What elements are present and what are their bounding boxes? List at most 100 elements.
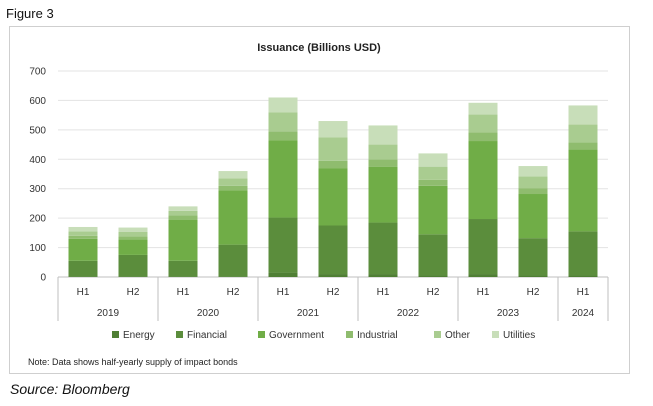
bar-segment-industrial bbox=[218, 185, 248, 191]
bar-segment-utilities bbox=[68, 226, 98, 232]
legend-swatch bbox=[434, 331, 441, 338]
x-group-label: 2021 bbox=[297, 308, 320, 319]
x-tick-label: H2 bbox=[527, 287, 540, 298]
bar-segment-other bbox=[318, 137, 348, 161]
bar-segment-industrial bbox=[68, 235, 98, 239]
bar-segment-other bbox=[118, 231, 148, 237]
bar-segment-other bbox=[168, 210, 198, 216]
bar-segment-industrial bbox=[468, 132, 498, 142]
bar-segment-industrial bbox=[568, 142, 598, 150]
y-tick-label: 700 bbox=[29, 67, 46, 78]
bar-segment-utilities bbox=[268, 97, 298, 113]
y-tick-label: 400 bbox=[29, 155, 46, 166]
figure-label: Figure 3 bbox=[6, 6, 54, 21]
bar-segment-government bbox=[268, 140, 298, 218]
legend-swatch bbox=[492, 331, 499, 338]
y-tick-label: 500 bbox=[29, 125, 46, 136]
bar-segment-energy bbox=[468, 274, 498, 277]
y-axis: 0 100 200 300 400 500 600 700 bbox=[29, 67, 46, 284]
bar-segment-other bbox=[518, 176, 548, 189]
legend: Energy Financial Government Industrial Other… bbox=[112, 330, 535, 341]
bar-segment-financial bbox=[168, 260, 198, 277]
bar-segment-industrial bbox=[118, 236, 148, 240]
legend-label: Energy bbox=[123, 330, 155, 341]
bar-segment-utilities bbox=[568, 105, 598, 125]
bar-segment-financial bbox=[368, 222, 398, 275]
bar-segment-utilities bbox=[518, 166, 548, 177]
y-tick-label: 100 bbox=[29, 243, 46, 254]
bar-segment-utilities bbox=[318, 121, 348, 138]
bar-segment-energy bbox=[218, 276, 248, 277]
bar-segment-government bbox=[418, 185, 448, 235]
legend-swatch bbox=[112, 331, 119, 338]
x-tick-label: H1 bbox=[577, 287, 590, 298]
bar-segment-government bbox=[368, 166, 398, 223]
y-tick-label: 200 bbox=[29, 214, 46, 225]
bar-segment-industrial bbox=[418, 179, 448, 186]
legend-swatch bbox=[176, 331, 183, 338]
bar-segment-utilities bbox=[468, 102, 498, 115]
bar-segment-utilities bbox=[168, 206, 198, 211]
bar-segment-financial bbox=[518, 238, 548, 276]
legend-label: Financial bbox=[187, 330, 227, 341]
bar-segment-financial bbox=[268, 217, 298, 273]
bar-segment-other bbox=[568, 124, 598, 143]
x-tick-label: H1 bbox=[77, 287, 90, 298]
bar-segment-other bbox=[218, 178, 248, 186]
bar-segment-financial bbox=[318, 225, 348, 275]
bar-segment-energy bbox=[368, 274, 398, 277]
bar-segment-financial bbox=[118, 254, 148, 277]
bars bbox=[68, 97, 598, 277]
bar-segment-financial bbox=[468, 219, 498, 275]
bar-segment-energy bbox=[268, 272, 298, 277]
bar-segment-government bbox=[318, 168, 348, 226]
x-axis: H1 H2 H1 H2 H1 H2 H1 H2 H1 H2 H1 2019 2020 2021 2022 20… bbox=[57, 277, 609, 321]
bar-segment-energy bbox=[518, 275, 548, 277]
bar-segment-industrial bbox=[268, 131, 298, 141]
bar-segment-industrial bbox=[318, 160, 348, 169]
bar-segment-government bbox=[518, 194, 548, 239]
bar-segment-other bbox=[368, 144, 398, 160]
legend-label: Utilities bbox=[503, 330, 535, 341]
bar-segment-utilities bbox=[368, 125, 398, 145]
bar-segment-other bbox=[68, 231, 98, 236]
bar-segment-energy bbox=[118, 276, 148, 277]
bar-segment-industrial bbox=[518, 188, 548, 195]
x-group-label: 2022 bbox=[397, 308, 420, 319]
bar-segment-financial bbox=[218, 244, 248, 277]
x-tick-label: H2 bbox=[227, 287, 240, 298]
x-tick-label: H1 bbox=[377, 287, 390, 298]
x-tick-label: H2 bbox=[327, 287, 340, 298]
bar-segment-government bbox=[118, 239, 148, 255]
chart-frame: Issuance (Billions USD) 0 100 200 300 400 500… bbox=[9, 26, 630, 374]
chart-title: Issuance (Billions USD) bbox=[257, 42, 381, 54]
bar-segment-energy bbox=[318, 274, 348, 277]
bar-segment-government bbox=[68, 238, 98, 261]
bar-segment-utilities bbox=[218, 171, 248, 179]
x-tick-label: H2 bbox=[427, 287, 440, 298]
bar-segment-financial bbox=[68, 260, 98, 277]
x-tick-label: H2 bbox=[127, 287, 140, 298]
bar-segment-energy bbox=[418, 275, 448, 277]
x-tick-label: H1 bbox=[177, 287, 190, 298]
y-tick-label: 300 bbox=[29, 184, 46, 195]
legend-swatch bbox=[346, 331, 353, 338]
y-tick-label: 600 bbox=[29, 96, 46, 107]
bar-segment-energy bbox=[168, 276, 198, 277]
legend-label: Government bbox=[269, 330, 324, 341]
x-tick-label: H1 bbox=[277, 287, 290, 298]
x-group-label: 2024 bbox=[572, 308, 595, 319]
bar-segment-industrial bbox=[368, 159, 398, 167]
bar-segment-energy bbox=[68, 276, 98, 277]
legend-swatch bbox=[258, 331, 265, 338]
bar-segment-government bbox=[568, 149, 598, 232]
source-note: Source: Bloomberg bbox=[10, 381, 130, 397]
bar-segment-other bbox=[418, 166, 448, 180]
x-group-label: 2023 bbox=[497, 308, 520, 319]
x-group-label: 2020 bbox=[197, 308, 220, 319]
x-group-label: 2019 bbox=[97, 308, 120, 319]
bar-segment-government bbox=[168, 219, 198, 261]
chart-note: Note: Data shows half-yearly supply of i… bbox=[28, 357, 238, 367]
bar-segment-other bbox=[268, 112, 298, 132]
bar-segment-financial bbox=[418, 234, 448, 276]
